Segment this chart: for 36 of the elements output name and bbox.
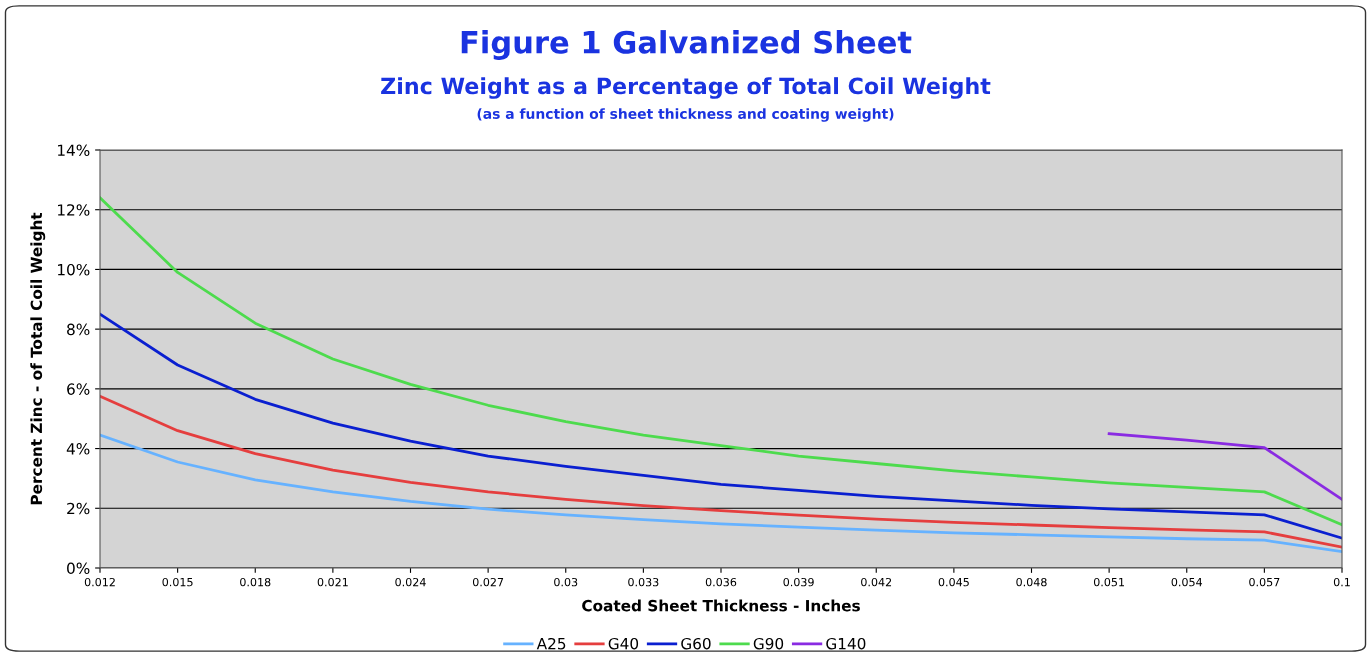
chart-title: Figure 1 Galvanized Sheet xyxy=(461,30,912,60)
y-tick-label: 4% xyxy=(66,443,90,455)
y-tick-label: 8% xyxy=(67,323,90,336)
text: (as a function of sheet thickness and coating weight) xyxy=(477,108,894,122)
x-tick-label: 0.03 xyxy=(554,577,578,587)
x-tick-label: 0.012 xyxy=(84,577,115,587)
legend-label: G40 xyxy=(608,637,639,650)
legend-label: G140 xyxy=(826,637,866,650)
y-tick-label: 14% xyxy=(58,144,90,157)
x-tick-label: 0.057 xyxy=(1249,577,1280,587)
y-tick-label: 2% xyxy=(67,502,90,515)
x-tick-label: 0.036 xyxy=(705,577,737,587)
x-tick-label: 0.039 xyxy=(783,577,814,587)
x-tick-label: 0.021 xyxy=(317,577,348,587)
x-tick-label: 0.033 xyxy=(628,577,659,587)
x-tick-label: 0.015 xyxy=(162,577,193,587)
y-tick-label: 6% xyxy=(67,383,90,395)
legend-label: G60 xyxy=(681,637,711,650)
x-axis-title: Coated Sheet Thickness - Inches xyxy=(582,599,860,612)
x-tick-label: 0.1 xyxy=(1333,577,1350,587)
line-series xyxy=(1107,432,1342,501)
x-tick-label: 0.048 xyxy=(1016,577,1047,587)
x-tick-label: 0.051 xyxy=(1093,577,1124,587)
x-tick-label: 0.042 xyxy=(861,577,892,587)
y-axis-title: Percent Zinc - of Total Coil Weight xyxy=(30,212,46,505)
y-tick-label: 12% xyxy=(58,204,90,216)
x-tick-label: 0.024 xyxy=(395,577,426,587)
legend-label: A25 xyxy=(536,637,566,650)
x-tick-label: 0.018 xyxy=(240,577,271,587)
y-tick-label: 0% xyxy=(67,562,90,575)
x-tick-label: 0.054 xyxy=(1171,577,1203,587)
x-tick-label: 0.045 xyxy=(938,577,969,587)
legend-label: G90 xyxy=(753,637,784,650)
chart-subtitle: Zinc Weight as a Percentage of Total Coil Weight xyxy=(381,77,991,99)
x-tick-label: 0.027 xyxy=(472,577,504,587)
y-tick-label: 10% xyxy=(58,263,90,276)
